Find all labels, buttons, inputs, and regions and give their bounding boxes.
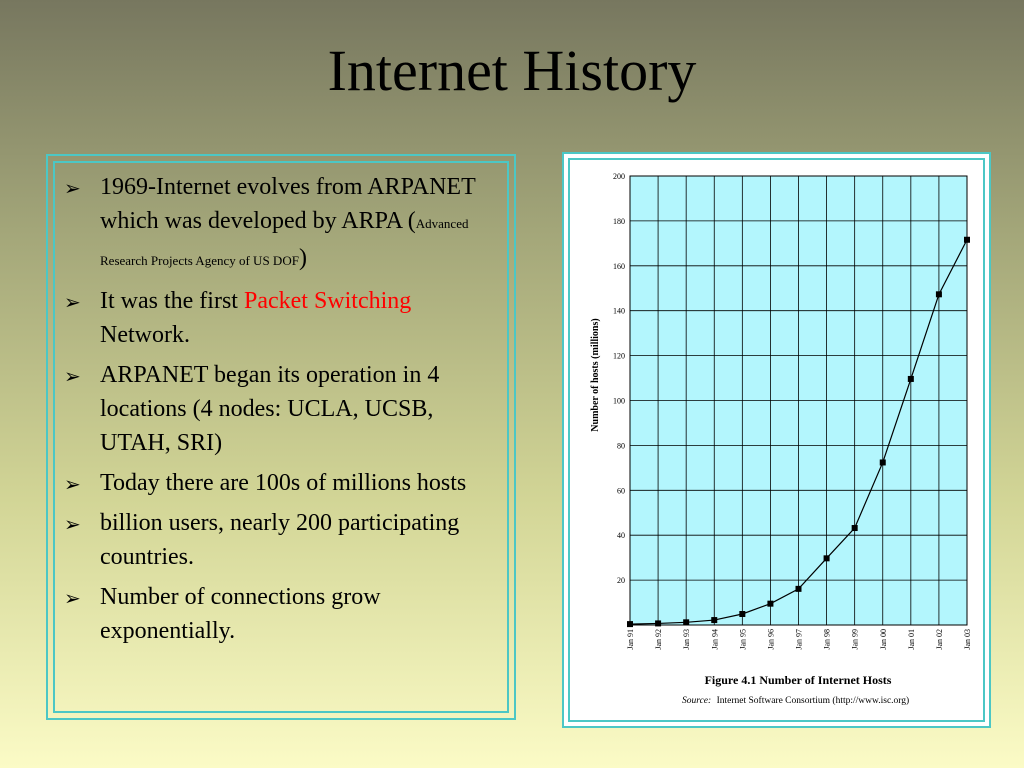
data-point-marker xyxy=(964,236,970,243)
data-point-marker xyxy=(907,375,914,382)
y-tick-label: 160 xyxy=(613,262,625,271)
data-point-marker xyxy=(683,619,690,626)
data-point-marker xyxy=(711,617,718,624)
y-tick-label: 180 xyxy=(613,217,625,226)
arrow-bullet-icon: ➢ xyxy=(64,472,81,496)
y-tick-label: 140 xyxy=(613,307,625,316)
bullet-text-box: ➢ 1969-Internet evolves from ARPANET whi… xyxy=(46,154,516,720)
bullet-list: ➢ 1969-Internet evolves from ARPANET whi… xyxy=(62,170,502,654)
y-tick-label: 100 xyxy=(613,397,625,406)
chart-figure-title: Figure 4.1 Number of Internet Hosts xyxy=(705,673,892,687)
data-point-marker xyxy=(795,585,802,592)
y-axis-label: Number of hosts (millions) xyxy=(590,318,601,431)
x-tick-label: Jan 93 xyxy=(682,629,691,650)
x-tick-labels: Jan 91 Jan 92 Jan 93 Jan 94 Jan 95 Jan 96 Jan … xyxy=(626,629,972,650)
y-tick-labels: 20 40 60 80 100 120 140 160 180 200 xyxy=(613,172,625,585)
x-tick-label: Jan 98 xyxy=(823,629,832,650)
arrow-bullet-icon: ➢ xyxy=(64,364,81,388)
data-point-marker xyxy=(767,600,774,607)
arrow-bullet-icon: ➢ xyxy=(64,512,81,536)
data-point-marker xyxy=(627,621,633,628)
x-tick-label: Jan 01 xyxy=(907,629,916,650)
bullet-2-post: Network. xyxy=(100,322,190,348)
y-tick-label: 120 xyxy=(613,352,625,361)
bullet-1-close-paren: ) xyxy=(298,245,307,271)
bullet-3-text: ARPANET began its operation in 4 locatio… xyxy=(100,362,440,456)
bullet-item-3: ➢ ARPANET began its operation in 4 locat… xyxy=(62,358,502,460)
arrow-bullet-icon: ➢ xyxy=(64,586,81,610)
chart-source-text: Internet Software Consortium (http://www… xyxy=(717,695,910,706)
data-point-marker xyxy=(823,555,830,562)
bullet-6-text: Number of connections grow exponentially… xyxy=(100,584,381,644)
x-tick-label: Jan 91 xyxy=(626,629,635,650)
slide-title: Internet History xyxy=(327,38,697,103)
bullet-item-1: ➢ 1969-Internet evolves from ARPANET whi… xyxy=(62,170,502,278)
hosts-series xyxy=(627,236,970,628)
chart-source-label: Source: xyxy=(682,696,711,706)
data-point-marker xyxy=(935,291,942,298)
data-point-marker xyxy=(655,620,662,627)
x-tick-label: Jan 92 xyxy=(654,629,663,650)
data-point-marker xyxy=(739,610,746,617)
x-tick-label: Jan 02 xyxy=(935,629,944,650)
bullet-2-text: It was the first xyxy=(100,288,244,314)
bullet-2-highlight: Packet Switching xyxy=(243,288,412,314)
y-tick-label: 40 xyxy=(617,531,625,540)
grid-lines xyxy=(630,176,967,625)
y-tick-label: 80 xyxy=(617,441,625,450)
x-tick-label: Jan 95 xyxy=(738,629,747,650)
bullet-item-6: ➢ Number of connections grow exponential… xyxy=(62,580,502,648)
data-point-marker xyxy=(879,459,886,466)
x-tick-label: Jan 94 xyxy=(710,629,719,650)
x-tick-label: Jan 00 xyxy=(879,629,888,650)
data-point-marker xyxy=(851,525,858,532)
bullet-item-5: ➢ billion users, nearly 200 participatin… xyxy=(62,506,502,574)
chart-frame: 20 40 60 80 100 120 140 160 180 200 Jan 91 Jan 92 J… xyxy=(562,152,991,728)
bullet-item-2: ➢ It was the first Packet Switching Netw… xyxy=(62,284,502,352)
bullet-item-4: ➢ Today there are 100s of millions hosts xyxy=(62,466,502,500)
arrow-bullet-icon: ➢ xyxy=(64,290,81,314)
y-tick-label: 200 xyxy=(613,172,625,181)
bullet-1-small-text: Advanced Research Projects Agency of US … xyxy=(100,216,469,268)
chart-source: Source: Internet Software Consortium (ht… xyxy=(682,695,909,706)
x-tick-label: Jan 96 xyxy=(766,629,775,650)
y-tick-label: 20 xyxy=(617,576,625,585)
bullet-5-text: billion users, nearly 200 participating … xyxy=(100,510,460,570)
x-tick-label: Jan 03 xyxy=(963,629,972,650)
x-tick-label: Jan 97 xyxy=(795,629,804,650)
x-tick-label: Jan 99 xyxy=(851,629,860,650)
bullet-1-text: 1969-Internet evolves from ARPANET which… xyxy=(100,174,476,234)
bullet-4-text: Today there are 100s of millions hosts xyxy=(100,470,467,496)
y-tick-label: 60 xyxy=(617,486,625,495)
arrow-bullet-icon: ➢ xyxy=(64,176,81,200)
